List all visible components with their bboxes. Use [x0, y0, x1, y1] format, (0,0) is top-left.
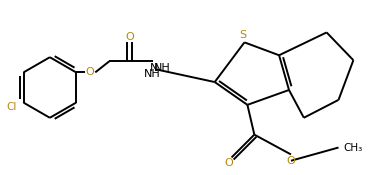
Text: O: O [125, 32, 134, 42]
Text: Cl: Cl [7, 102, 17, 112]
Text: O: O [286, 156, 295, 166]
Text: NH: NH [143, 69, 160, 79]
Text: NH: NH [154, 63, 171, 73]
Text: N: N [150, 63, 159, 73]
Text: CH₃: CH₃ [343, 142, 362, 153]
Text: O: O [86, 67, 94, 77]
Text: O: O [224, 158, 233, 168]
Text: S: S [239, 30, 246, 40]
